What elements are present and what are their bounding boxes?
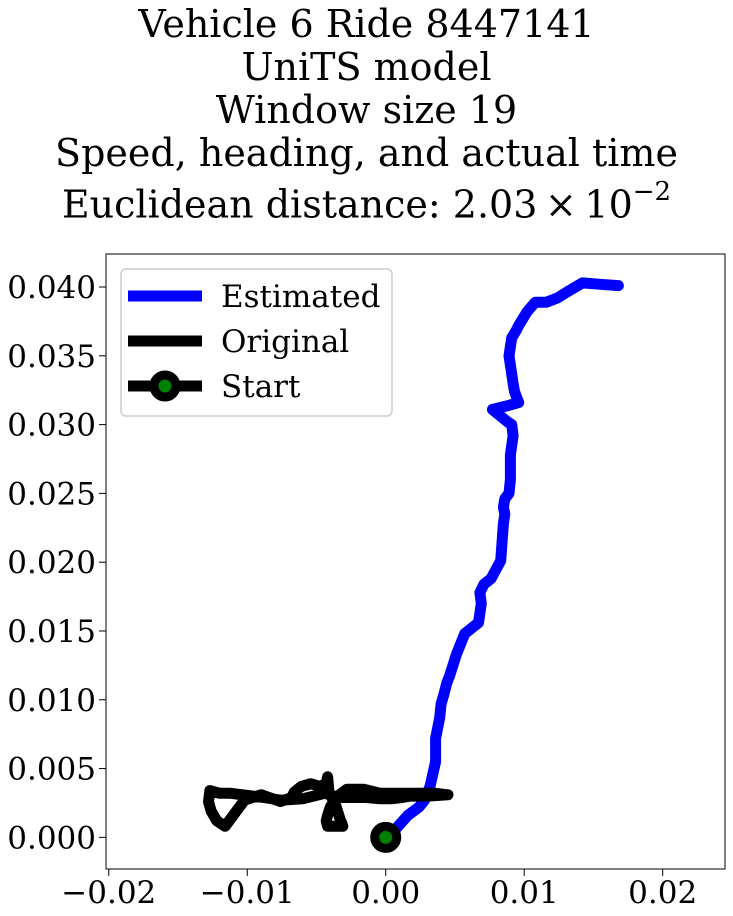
y-tick-label: 0.000	[7, 820, 96, 856]
legend-label-estimated: Estimated	[221, 279, 380, 315]
plot-axes: 0.000 0.005 0.010 0.015 0.020 0.025 0.030 0.035…	[7, 253, 726, 911]
y-tick-label: 0.015	[7, 614, 96, 650]
legend-frame	[120, 268, 393, 417]
legend-marker-start	[149, 370, 181, 402]
y-tick-label: 0.030	[7, 408, 96, 444]
y-tick-label: 0.010	[7, 683, 96, 719]
plot-frame	[105, 253, 726, 870]
x-tick-label: −0.02	[61, 875, 156, 911]
legend: Estimated Original Start	[120, 268, 393, 417]
distance-times: ×	[544, 182, 577, 227]
title-line-2: UniTS model	[241, 45, 492, 89]
y-tick-label: 0.005	[7, 752, 96, 788]
title-line-5: Euclidean distance: 2.03 × 10−2	[0, 175, 733, 227]
x-tick-label: 0.02	[628, 875, 697, 911]
x-tick-label: 0.00	[351, 875, 420, 911]
estimated-line	[380, 277, 624, 843]
y-tick-label: 0.020	[7, 545, 96, 581]
y-tick-label: 0.040	[7, 270, 96, 306]
legend-label-original: Original	[221, 324, 349, 360]
distance-label: Euclidean distance: 2.03	[61, 182, 538, 227]
title-line-1: Vehicle 6 Ride 8447141	[138, 2, 595, 46]
chart-title: Vehicle 6 Ride 8447141 UniTS model Windo…	[0, 0, 733, 227]
original-line	[203, 771, 454, 832]
title-line-4: Speed, heading, and actual time	[55, 131, 678, 175]
title-line-3: Window size 19	[215, 88, 518, 132]
y-tick-label: 0.035	[7, 339, 96, 375]
distance-exponent: −2	[632, 177, 672, 207]
x-tick-label: −0.01	[200, 875, 295, 911]
legend-label-start: Start	[221, 369, 301, 405]
distance-base: 10	[584, 182, 633, 227]
y-tick-label: 0.025	[7, 476, 96, 512]
x-tick-label: 0.01	[490, 875, 559, 911]
series-layer	[203, 277, 624, 853]
start-marker	[370, 821, 402, 853]
